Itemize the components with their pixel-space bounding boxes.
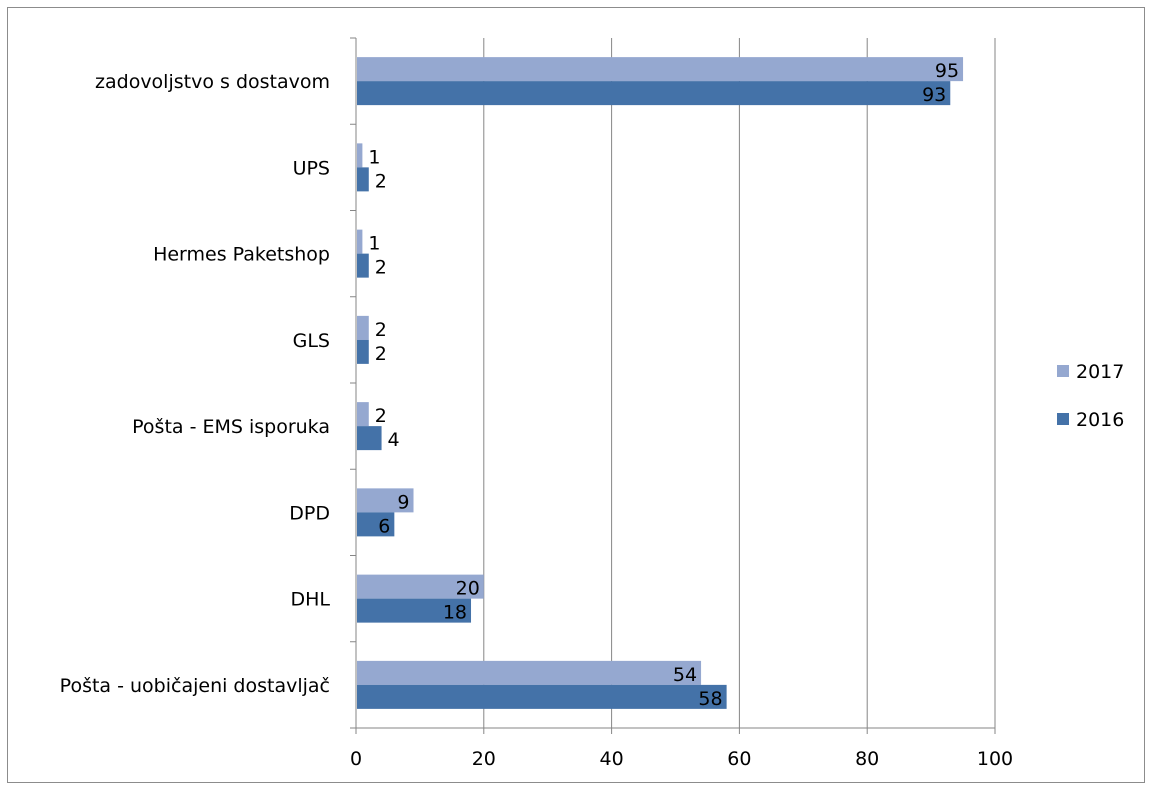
- data-label: 2: [375, 257, 387, 279]
- data-label: 2: [375, 343, 387, 365]
- bar-2016: [357, 253, 369, 278]
- x-tick-label: 80: [855, 748, 879, 770]
- data-label: 4: [388, 429, 400, 451]
- data-label: 58: [698, 688, 722, 710]
- category-label: Pošta - uobičajeni dostavljač: [60, 675, 330, 697]
- category-label: UPS: [293, 157, 330, 179]
- x-tick-label: 100: [977, 748, 1013, 770]
- bar-2016: [357, 512, 395, 537]
- bar-2017: [357, 402, 369, 427]
- category-label: Pošta - EMS isporuka: [132, 416, 330, 438]
- legend-label: 2017: [1076, 361, 1124, 383]
- x-tick-label: 0: [350, 748, 362, 770]
- data-label: 1: [368, 233, 380, 255]
- bar-2017: [357, 143, 363, 168]
- legend-swatch: [1057, 365, 1069, 377]
- category-label: DPD: [289, 502, 330, 524]
- bar-2016: [357, 426, 382, 451]
- data-label: 20: [456, 578, 480, 600]
- data-label: 18: [443, 602, 467, 624]
- legend-swatch: [1057, 413, 1069, 425]
- category-label: DHL: [290, 589, 330, 611]
- bar-2017: [357, 488, 414, 513]
- bar-2017: [357, 57, 964, 82]
- data-label: 2: [375, 170, 387, 192]
- x-tick-label: 60: [727, 748, 751, 770]
- data-label: 1: [368, 146, 380, 168]
- x-tick-label: 20: [472, 748, 496, 770]
- data-label: 2: [375, 319, 387, 341]
- data-label: 6: [378, 515, 390, 537]
- category-label: zadovoljstvo s dostavom: [95, 71, 330, 93]
- bar-2016: [357, 81, 951, 106]
- bar-2016: [357, 684, 727, 709]
- data-label: 93: [922, 84, 946, 106]
- x-tick-label: 40: [600, 748, 624, 770]
- bar-2016: [357, 167, 369, 192]
- category-label: Hermes Paketshop: [153, 244, 330, 266]
- legend-label: 2016: [1076, 409, 1124, 431]
- chart-frame: [7, 7, 1145, 783]
- category-label: GLS: [293, 330, 330, 352]
- bar-2017: [357, 315, 369, 340]
- bar-2017: [357, 229, 363, 254]
- data-label: 2: [375, 405, 387, 427]
- data-label: 95: [935, 60, 959, 82]
- bar-2016: [357, 339, 369, 364]
- data-label: 9: [397, 491, 409, 513]
- data-label: 54: [673, 664, 697, 686]
- bar-2016: [357, 598, 472, 623]
- bar-2017: [357, 660, 702, 685]
- bar-2017: [357, 574, 484, 599]
